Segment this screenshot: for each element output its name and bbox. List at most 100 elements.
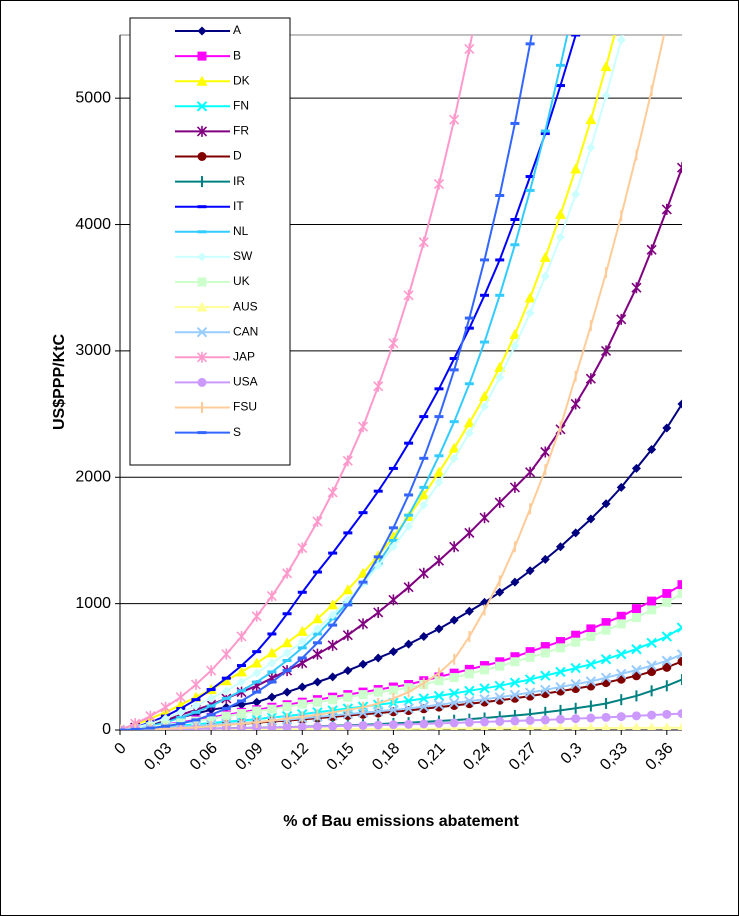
marker [586,514,596,524]
marker [555,681,566,693]
marker [403,581,414,593]
marker [525,466,536,478]
marker [312,648,323,660]
marker [539,251,551,262]
marker [252,706,262,716]
marker [586,722,595,730]
marker [434,477,444,487]
y-axis-title: US$PPP/KtC [51,334,68,430]
marker [525,715,535,725]
marker [357,567,369,578]
marker [646,637,657,649]
marker [449,718,459,728]
marker [327,599,339,610]
legend-label: UK [233,274,250,288]
marker [616,313,627,325]
marker [358,690,368,700]
marker [312,516,323,527]
marker [525,647,535,657]
marker [191,701,201,711]
marker [357,618,369,630]
marker [403,289,414,301]
marker [433,466,445,477]
marker [418,693,429,704]
marker [631,613,641,623]
marker [540,446,551,458]
legend-marker [196,351,208,363]
marker [510,722,519,730]
marker [388,685,398,695]
marker [464,669,474,679]
marker [266,590,277,602]
legend-label: CAN [233,324,258,338]
marker [647,722,656,730]
marker [327,639,338,651]
marker [571,714,581,724]
marker [555,666,566,678]
marker [373,561,383,571]
legend-label: FSU [233,400,257,414]
marker [601,618,611,628]
marker [585,114,597,125]
marker [282,648,292,658]
x-axis-title: % of Bau emissions abatement [283,813,519,830]
marker [358,659,368,669]
marker [555,643,565,653]
marker [617,722,626,730]
marker [464,685,475,697]
marker [449,541,460,553]
marker [494,361,506,372]
y-tick-label: 5000 [75,89,111,106]
marker [585,676,597,687]
series-line [120,653,682,730]
marker [267,692,277,702]
marker [616,648,627,660]
legend-label: USA [233,375,258,389]
marker [541,722,550,730]
marker [540,642,550,652]
marker [190,679,202,691]
marker [616,712,626,722]
legend-label: B [233,48,241,62]
marker [585,373,596,385]
marker [495,372,505,382]
marker [479,683,490,694]
marker [616,35,626,45]
marker [433,178,445,190]
marker [661,655,673,666]
marker [328,721,338,730]
marker [463,417,475,428]
marker [601,499,611,509]
marker [282,722,292,730]
marker [237,709,247,719]
marker [419,500,429,510]
marker [480,402,490,412]
marker [480,665,490,675]
marker [464,606,474,616]
y-tick-label: 1000 [75,595,111,612]
marker [586,713,596,723]
marker [494,692,505,703]
marker [373,606,384,618]
marker [448,688,460,699]
marker [540,271,550,281]
legend-label: NL [233,224,249,238]
legend-marker [196,125,208,137]
marker [495,587,505,597]
legend-box [129,17,291,466]
marker [585,659,597,670]
marker [342,584,354,595]
marker [677,589,682,599]
marker [631,282,642,294]
marker [555,637,565,647]
marker [601,625,611,635]
marker [646,660,657,671]
legend-label: JAP [233,349,255,363]
legend-label: S [233,425,241,439]
legend-label: D [233,149,242,163]
marker [403,695,414,707]
marker [388,337,399,349]
legend-label: IR [233,174,245,188]
marker [312,697,322,707]
